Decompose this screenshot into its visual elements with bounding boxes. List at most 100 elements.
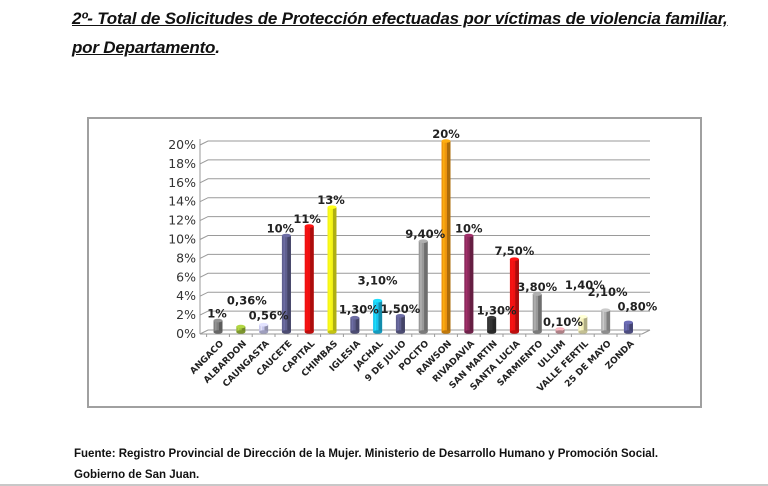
bar-top	[418, 239, 428, 243]
y-tick-label: 20%	[168, 137, 196, 152]
y-tick-label: 12%	[168, 213, 196, 228]
bar-base	[281, 330, 291, 334]
gridline	[199, 310, 650, 316]
bar-shade	[446, 141, 451, 332]
chart-frame	[87, 117, 702, 408]
bar-top	[601, 308, 611, 312]
bar-top	[350, 315, 360, 320]
bar-base	[259, 330, 269, 334]
data-label: 1,50%	[380, 302, 420, 316]
bar-top	[327, 205, 337, 209]
y-tick-label: 2%	[176, 307, 196, 322]
bar-caungasta	[259, 322, 269, 334]
bar-body	[441, 141, 451, 332]
bar-top	[236, 324, 246, 329]
bar-iglesia	[350, 315, 360, 334]
bar-body	[601, 310, 611, 332]
bar-top	[555, 327, 565, 331]
y-tick-label: 16%	[168, 175, 196, 190]
bar-highlight	[465, 235, 468, 332]
bar-top	[213, 318, 223, 323]
bar-top	[623, 320, 633, 325]
bar-rivadavia	[464, 233, 474, 334]
bar-base	[304, 330, 314, 334]
bar-highlight	[488, 317, 491, 332]
source-note: Fuente: Registro Provincial de Dirección…	[74, 444, 754, 486]
bar-body	[395, 315, 405, 332]
bar-top	[259, 322, 269, 327]
bar-body	[532, 294, 542, 332]
bar-body	[487, 317, 497, 332]
gridline	[199, 159, 650, 165]
document-heading: 2º- Total de Solicitudes de Protección e…	[72, 4, 762, 62]
bar-body	[281, 235, 291, 332]
bar-base	[487, 330, 497, 334]
bar-pocito	[418, 239, 428, 334]
gridline	[199, 216, 650, 222]
data-label: 3,10%	[358, 274, 398, 288]
bar-top	[304, 224, 314, 228]
bar-top	[395, 314, 405, 318]
bar-highlight	[283, 235, 285, 332]
heading-line-2: por Departamento	[72, 38, 216, 57]
bar-base	[509, 330, 519, 334]
bar-base	[464, 330, 474, 334]
data-label: 1,30%	[339, 303, 379, 317]
bar-shade	[469, 235, 474, 332]
page-bottom-rule	[0, 484, 768, 486]
bar-highlight	[215, 320, 217, 332]
bar-capital	[304, 224, 314, 334]
bar-highlight	[306, 226, 308, 332]
bar-top	[281, 233, 291, 238]
heading-line-1: 2º- Total de Solicitudes de Protección e…	[72, 9, 728, 28]
bar-base	[578, 330, 588, 334]
bar-base	[532, 330, 542, 334]
y-tick-label: 4%	[176, 288, 196, 303]
data-label: 0,36%	[227, 294, 267, 308]
bar-san-martin	[487, 315, 497, 334]
bar-highlight	[351, 317, 354, 332]
y-tick-label: 6%	[176, 269, 196, 284]
bar-shade	[538, 294, 542, 332]
source-line-1: Fuente: Registro Provincial de Dirección…	[74, 448, 659, 460]
bar-ullum	[555, 327, 565, 334]
bar-shade	[287, 235, 291, 332]
data-label: 2,10%	[588, 285, 628, 299]
heading-period: .	[215, 38, 220, 57]
bar-base	[236, 330, 246, 334]
bar-angaco	[213, 318, 223, 334]
bar-shade	[492, 317, 497, 332]
bars	[213, 139, 633, 334]
y-tick-label: 14%	[168, 194, 196, 209]
data-label: 20%	[432, 127, 460, 141]
bar-shade	[424, 241, 428, 332]
y-tick-label: 0%	[176, 326, 196, 341]
bar-25-de-mayo	[601, 308, 611, 334]
bar-base	[418, 330, 428, 334]
bar-highlight	[625, 322, 627, 332]
bar-base	[213, 330, 223, 334]
bar-body	[213, 320, 223, 332]
y-tick-label: 8%	[176, 250, 196, 265]
bar-body	[418, 241, 428, 332]
data-label: 10%	[267, 222, 295, 236]
bar-shade	[606, 310, 611, 332]
bar-top	[373, 298, 383, 303]
data-label: 1,40%	[565, 278, 605, 292]
gridlines	[199, 139, 651, 337]
bar-top	[532, 292, 542, 296]
bar-body	[327, 207, 337, 332]
gridline	[199, 329, 650, 335]
bar-body	[304, 226, 314, 332]
bar-shade	[241, 326, 246, 332]
bar-top	[578, 314, 588, 319]
bar-highlight	[329, 207, 331, 332]
bar-sarmiento	[532, 292, 542, 334]
bar-shade	[515, 259, 519, 332]
data-label: 10%	[455, 222, 483, 236]
bar-caucete	[281, 233, 291, 334]
bar-shade	[583, 316, 588, 332]
bar-body	[350, 317, 360, 332]
data-label: 13%	[317, 193, 345, 207]
data-label: 0,80%	[617, 299, 657, 313]
